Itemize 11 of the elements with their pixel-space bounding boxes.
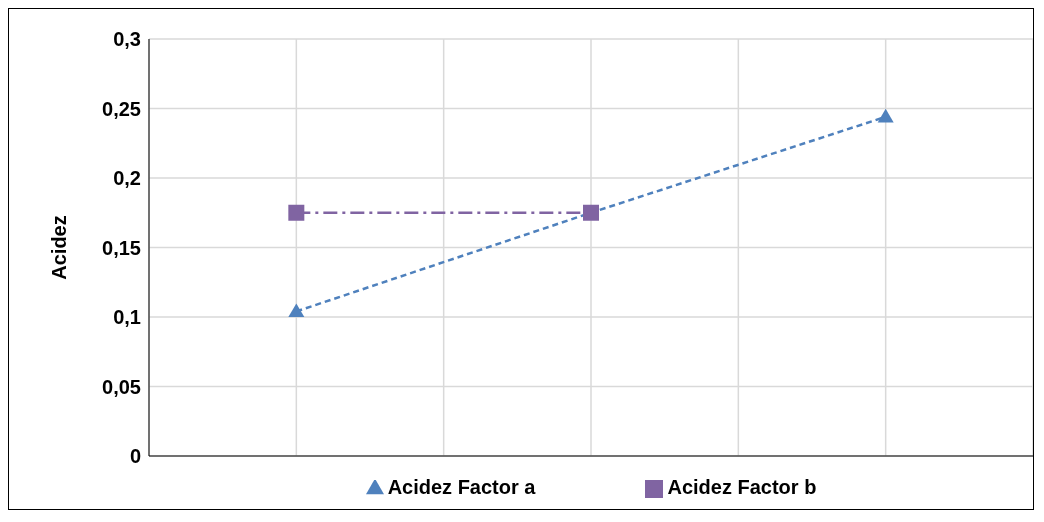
legend-label: Acidez Factor b [667, 476, 817, 498]
y-tick-label: 0,15 [102, 236, 141, 259]
legend-label: Acidez Factor a [387, 476, 536, 498]
y-tick-label: 0,3 [113, 28, 141, 51]
point [288, 204, 305, 221]
y-tick-label: 0,1 [113, 306, 141, 329]
y-tick-label: 0,05 [102, 375, 141, 398]
y-tick-label: 0,2 [113, 167, 141, 190]
y-tick-label: 0,25 [102, 97, 141, 120]
y-tick-label: 0 [129, 445, 141, 468]
y-axis-title: Acidez [48, 215, 71, 280]
